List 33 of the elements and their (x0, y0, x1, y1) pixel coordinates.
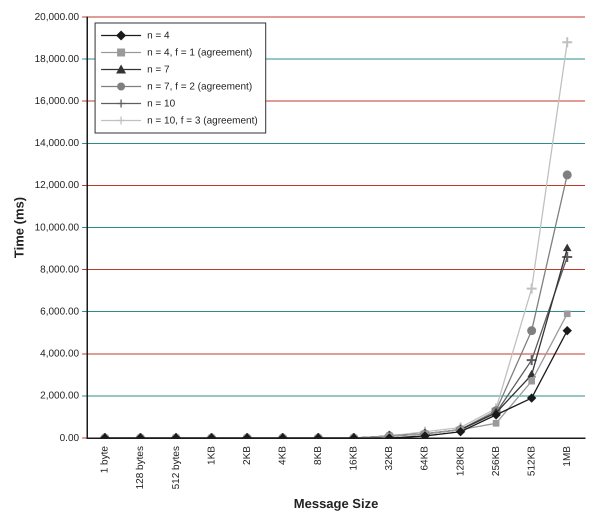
x-tick-label: 4KB (277, 446, 288, 465)
x-tick-label: 16KB (348, 446, 360, 471)
x-tick-label: 256KB (490, 446, 502, 476)
y-tick-label: 12,000.00 (34, 180, 80, 192)
y-tick-label: 10,000.00 (34, 222, 80, 234)
x-tick-label: 512KB (526, 446, 538, 476)
y-tick-label: 14,000.00 (34, 138, 80, 150)
x-tick-label: 128 bytes (135, 446, 146, 490)
x-tick-label: 1 byte (100, 446, 111, 474)
x-tick-label: 64KB (420, 446, 431, 471)
x-tick-label: 1KB (206, 446, 218, 465)
x-tick-label: 8KB (313, 446, 324, 465)
legend-label: n = 4, f = 1 (agreement) (147, 47, 252, 58)
y-tick-label: 4,000.00 (40, 348, 80, 360)
y-tick-label: 6,000.00 (40, 306, 80, 318)
y-tick-label: 18,000.00 (34, 54, 80, 65)
x-tick-label: 1MB (562, 446, 573, 467)
legend-label: n = 4 (147, 30, 170, 42)
y-tick-label: 20,000.00 (34, 12, 80, 23)
legend-label: n = 7, f = 2 (agreement) (147, 81, 252, 92)
legend-label: n = 10, f = 3 (agreement) (147, 115, 258, 126)
y-tick-label: 2,000.00 (40, 390, 80, 402)
legend-label: n = 7 (147, 64, 170, 76)
x-axis-title: Message Size (294, 496, 378, 511)
x-tick-label: 128KB (455, 446, 466, 476)
y-axis-title: Time (ms) (11, 196, 26, 258)
y-tick-label: 8,000.00 (40, 264, 80, 276)
y-tick-label: 16,000.00 (34, 96, 80, 107)
y-tick-label: 0.00 (60, 432, 80, 444)
x-tick-label: 512 bytes (170, 446, 182, 490)
x-tick-label: 2KB (242, 446, 253, 465)
legend-label: n = 10 (147, 98, 176, 110)
x-tick-label: 32KB (384, 446, 396, 471)
